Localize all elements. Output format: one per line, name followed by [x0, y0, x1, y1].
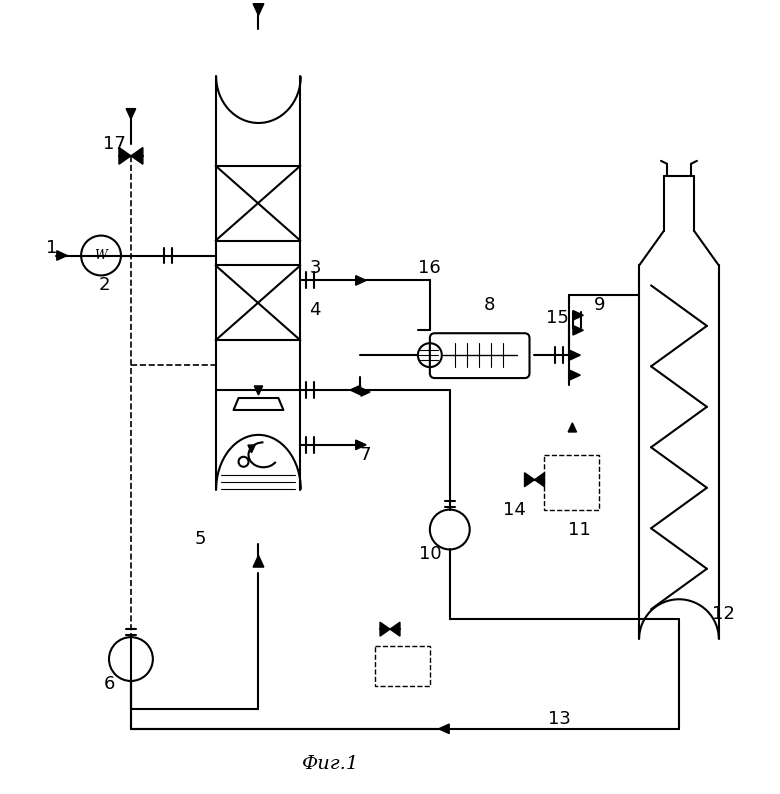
Text: Фиг.1: Фиг.1 — [302, 754, 359, 773]
Polygon shape — [356, 440, 366, 449]
Polygon shape — [253, 556, 264, 567]
Text: 8: 8 — [484, 296, 495, 314]
Polygon shape — [126, 109, 136, 119]
Polygon shape — [131, 148, 143, 164]
Text: 13: 13 — [548, 710, 571, 728]
Bar — [375, 646, 430, 686]
Polygon shape — [119, 148, 131, 164]
Bar — [544, 455, 599, 510]
Polygon shape — [570, 370, 580, 380]
Polygon shape — [568, 423, 576, 432]
Text: 4: 4 — [310, 301, 321, 319]
Text: 14: 14 — [503, 500, 526, 518]
Polygon shape — [248, 445, 255, 453]
Text: 15: 15 — [546, 310, 569, 327]
Text: 3: 3 — [310, 260, 321, 277]
Text: 17: 17 — [102, 135, 126, 153]
Polygon shape — [57, 251, 67, 260]
Text: 16: 16 — [419, 260, 441, 277]
Polygon shape — [350, 385, 360, 395]
Text: 7: 7 — [360, 445, 370, 464]
Polygon shape — [534, 472, 544, 487]
Polygon shape — [439, 724, 449, 734]
Polygon shape — [254, 386, 263, 395]
Polygon shape — [573, 310, 583, 320]
Polygon shape — [573, 326, 583, 335]
Text: W: W — [94, 249, 108, 262]
Text: 11: 11 — [568, 521, 590, 538]
Polygon shape — [253, 4, 264, 15]
Polygon shape — [361, 387, 370, 396]
Polygon shape — [390, 622, 400, 636]
Polygon shape — [356, 276, 366, 285]
Text: 1: 1 — [45, 238, 57, 256]
Polygon shape — [570, 350, 580, 360]
Text: 2: 2 — [98, 276, 110, 295]
Text: 12: 12 — [712, 605, 736, 623]
Text: 6: 6 — [103, 675, 115, 693]
Text: 10: 10 — [419, 545, 441, 564]
Polygon shape — [380, 622, 390, 636]
Polygon shape — [524, 472, 534, 487]
Text: 5: 5 — [195, 530, 207, 549]
Text: 9: 9 — [594, 296, 605, 314]
